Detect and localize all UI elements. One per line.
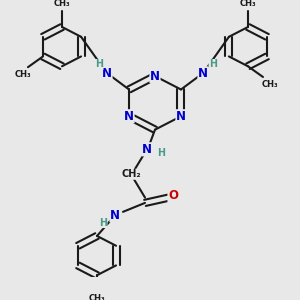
Text: N: N bbox=[110, 209, 120, 222]
Text: N: N bbox=[102, 67, 112, 80]
Text: CH₃: CH₃ bbox=[89, 294, 105, 300]
Text: N: N bbox=[124, 110, 134, 123]
Text: CH₃: CH₃ bbox=[240, 0, 256, 8]
Text: CH₃: CH₃ bbox=[15, 70, 31, 79]
Text: N: N bbox=[142, 143, 152, 156]
Text: H: H bbox=[99, 218, 107, 227]
Text: CH₃: CH₃ bbox=[54, 0, 70, 8]
Text: H: H bbox=[209, 59, 217, 70]
Text: O: O bbox=[168, 189, 178, 202]
Text: H: H bbox=[95, 59, 103, 70]
Text: N: N bbox=[198, 67, 208, 80]
Text: CH₂: CH₂ bbox=[121, 169, 141, 179]
Text: N: N bbox=[150, 70, 160, 83]
Text: N: N bbox=[176, 110, 186, 123]
Text: H: H bbox=[157, 148, 165, 158]
Text: CH₃: CH₃ bbox=[262, 80, 278, 88]
